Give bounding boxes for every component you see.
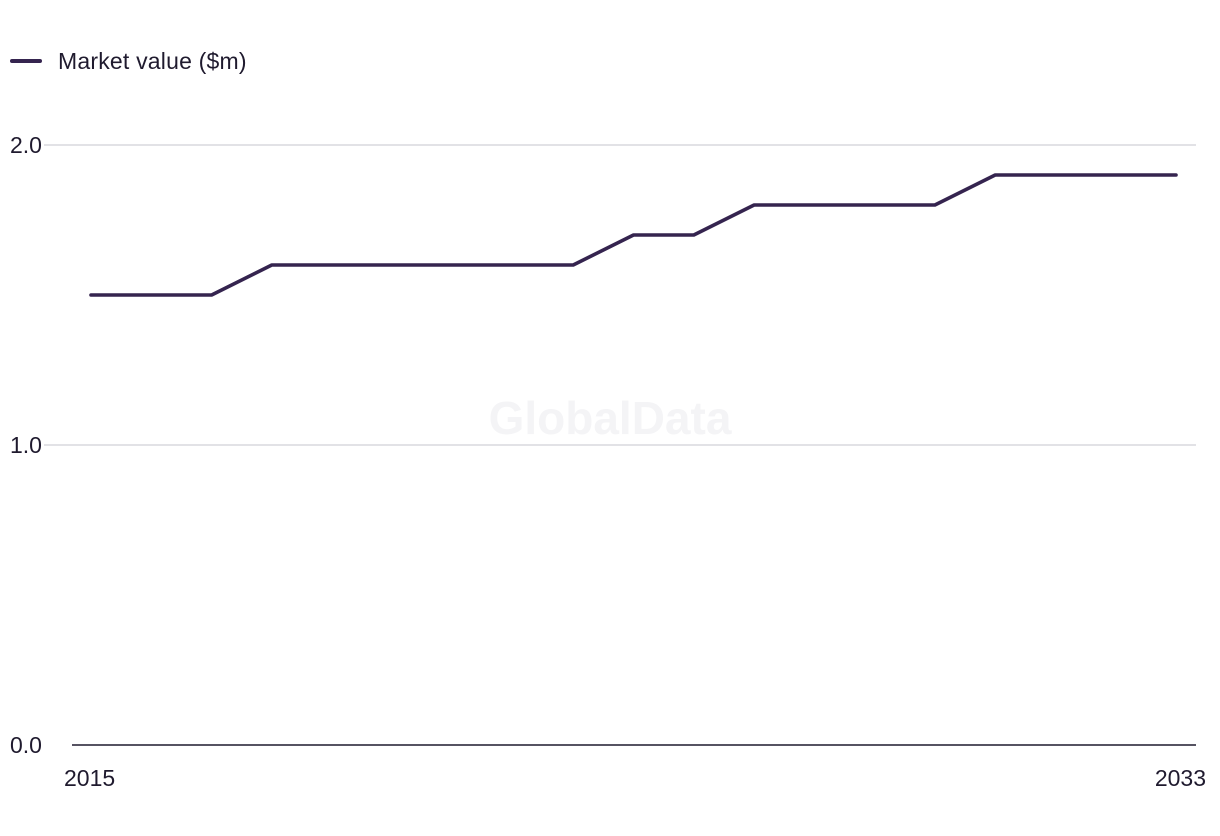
watermark-text: GlobalData xyxy=(489,392,732,444)
tick-labels: 0.0 1.0 2.0 2015 2033 xyxy=(10,132,1206,791)
chart-legend: Market value ($m) xyxy=(10,46,247,76)
series-line xyxy=(89,173,1178,297)
series-layer xyxy=(89,173,1178,297)
y-tick-label: 0.0 xyxy=(10,732,42,758)
legend-label: Market value ($m) xyxy=(58,47,247,74)
x-tick-label: 2033 xyxy=(1155,765,1206,791)
x-tick-label: 2015 xyxy=(64,765,115,791)
y-tick-label: 2.0 xyxy=(10,132,42,158)
grid-lines xyxy=(44,144,1196,446)
legend-swatch xyxy=(10,59,42,63)
y-tick-label: 1.0 xyxy=(10,432,42,458)
